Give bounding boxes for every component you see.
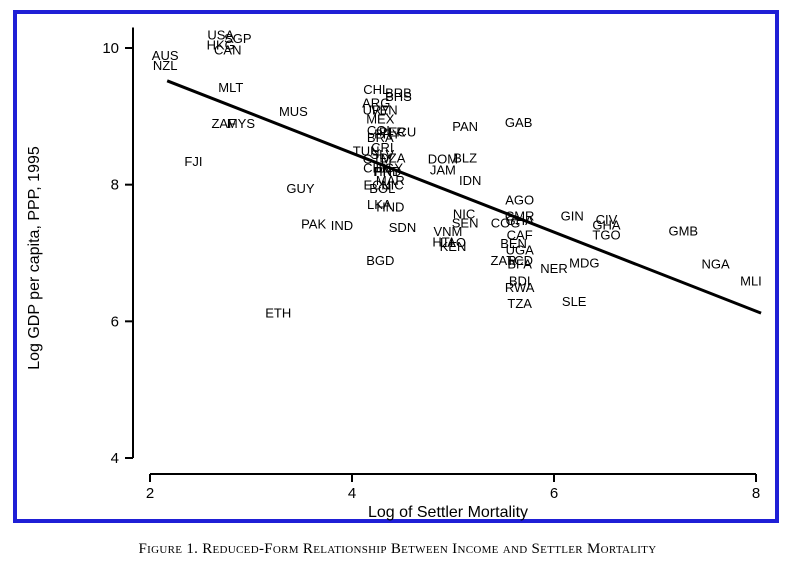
figure-caption: Figure 1. Reduced-Form Relationship Betw…	[138, 541, 657, 557]
point-label: GUY	[286, 181, 315, 196]
x-tick-label: 2	[146, 485, 154, 502]
point-label: BRA	[367, 130, 394, 145]
point-label: PER	[379, 124, 406, 139]
point-label: SEN	[452, 215, 479, 230]
point-label: TGO	[592, 228, 620, 243]
point-label: CAN	[214, 42, 241, 57]
point-label: CAF	[507, 228, 533, 243]
point-label: MAR	[376, 173, 405, 188]
point-label: SLE	[562, 294, 587, 309]
y-tick-label: 4	[111, 450, 119, 467]
point-label: MLT	[218, 80, 243, 95]
y-tick-label: 10	[102, 40, 119, 57]
point-label: ECU	[389, 124, 416, 139]
point-label: NZL	[153, 58, 178, 73]
chart-frame	[13, 10, 779, 523]
point-label: TZA	[507, 296, 532, 311]
point-label: URY	[363, 103, 391, 118]
point-label: AUS	[152, 48, 179, 63]
point-label: PAK	[301, 217, 326, 232]
point-label: IND	[331, 218, 353, 233]
point-label: COL	[367, 123, 394, 138]
point-label: GTM	[363, 152, 392, 167]
point-label: BGD	[366, 253, 394, 268]
point-label: BDI	[509, 273, 531, 288]
point-label: MYS	[227, 116, 256, 131]
point-label: EGY	[376, 161, 404, 176]
point-label: PAN	[452, 119, 478, 134]
point-label: NGA	[702, 256, 731, 271]
point-label: FJI	[184, 154, 202, 169]
point-label: BEN	[500, 236, 527, 251]
point-label: PRY	[374, 126, 401, 141]
point-label: GIN	[561, 208, 584, 223]
point-label: SGP	[224, 31, 251, 46]
point-label: HND	[373, 164, 401, 179]
point-label: BHS	[385, 89, 412, 104]
point-label: BOL	[369, 181, 395, 196]
point-label: MLI	[740, 273, 762, 288]
point-label: NER	[540, 261, 567, 276]
point-label: COG	[491, 215, 521, 230]
x-tick-label: 8	[752, 485, 760, 502]
x-tick-label: 6	[550, 485, 558, 502]
point-label: GHA	[506, 213, 535, 228]
point-label: IDN	[459, 173, 481, 188]
point-label: VNM	[434, 224, 463, 239]
point-label: SDN	[389, 220, 416, 235]
axes: 2 4 6 8 4 6 8 10	[102, 27, 760, 502]
point-label: ETH	[265, 305, 291, 320]
y-tick-label: 8	[111, 177, 119, 194]
point-label: GMB	[668, 223, 698, 238]
point-label: CIV	[596, 212, 618, 227]
point-label: NIC	[381, 178, 403, 193]
point-label: SLV	[370, 147, 394, 162]
point-label: ZAR	[491, 253, 517, 268]
point-label: RWA	[505, 280, 535, 295]
point-label: GAB	[505, 115, 532, 130]
fit-line-group	[166, 79, 762, 315]
point-label: MDG	[569, 256, 599, 271]
point-label: BRB	[385, 85, 412, 100]
y-axis-label: Log GDP per capita, PPP, 1995	[26, 146, 43, 370]
point-label: GHA	[592, 217, 621, 232]
point-label: JAM	[430, 163, 456, 178]
point-label: HKG	[207, 38, 235, 53]
x-tick-label: 4	[348, 485, 356, 502]
point-label: CHN	[363, 161, 391, 176]
point-label: KEN	[440, 239, 467, 254]
point-label: MUS	[279, 104, 308, 119]
point-label: DOM	[428, 152, 458, 167]
point-label: MEX	[366, 111, 395, 126]
point-label: TCD	[506, 253, 533, 268]
point-label: ARG	[362, 96, 390, 111]
point-label: LKA	[367, 197, 392, 212]
x-axis-label: Log of Settler Mortality	[368, 504, 528, 521]
point-label: UGA	[506, 243, 535, 258]
point-label: LAO	[440, 235, 466, 250]
point-label: VEN	[371, 103, 398, 118]
y-tick-label: 6	[111, 313, 119, 330]
fit-line	[166, 79, 762, 315]
point-label: HND	[376, 200, 404, 215]
point-label: ZAF	[211, 116, 236, 131]
point-label: ECU	[364, 178, 391, 193]
point-label: CRI	[371, 140, 393, 155]
point-label: HTI	[432, 234, 453, 249]
point-label: TUN	[353, 144, 380, 159]
point-label: CHL	[363, 82, 389, 97]
point-label: AGO	[505, 193, 534, 208]
point-label: USA	[207, 27, 234, 42]
point-label: CMR	[505, 208, 535, 223]
point-label: BLZ	[453, 150, 477, 165]
point-label: DZA	[379, 150, 405, 165]
point-label: NIC	[453, 206, 475, 221]
point-label: BFA	[507, 256, 532, 271]
point-label: PRY	[374, 164, 401, 179]
